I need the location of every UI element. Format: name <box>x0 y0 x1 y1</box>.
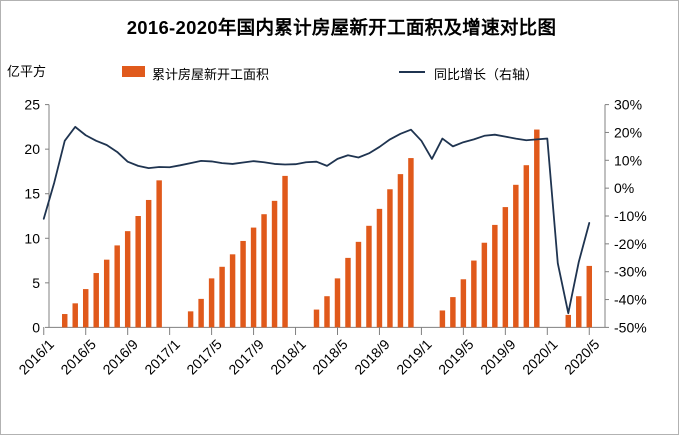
svg-text:-10%: -10% <box>614 208 647 224</box>
svg-text:25: 25 <box>24 97 40 113</box>
svg-text:15: 15 <box>24 186 40 202</box>
svg-text:0%: 0% <box>614 180 634 196</box>
svg-text:20: 20 <box>24 141 40 157</box>
svg-text:-20%: -20% <box>614 236 647 252</box>
svg-text:10: 10 <box>24 230 40 246</box>
svg-text:10%: 10% <box>614 152 642 168</box>
svg-text:-40%: -40% <box>614 292 647 308</box>
svg-text:30%: 30% <box>614 97 642 113</box>
svg-text:5: 5 <box>32 275 40 291</box>
svg-text:20%: 20% <box>614 124 642 140</box>
svg-text:-30%: -30% <box>614 264 647 280</box>
